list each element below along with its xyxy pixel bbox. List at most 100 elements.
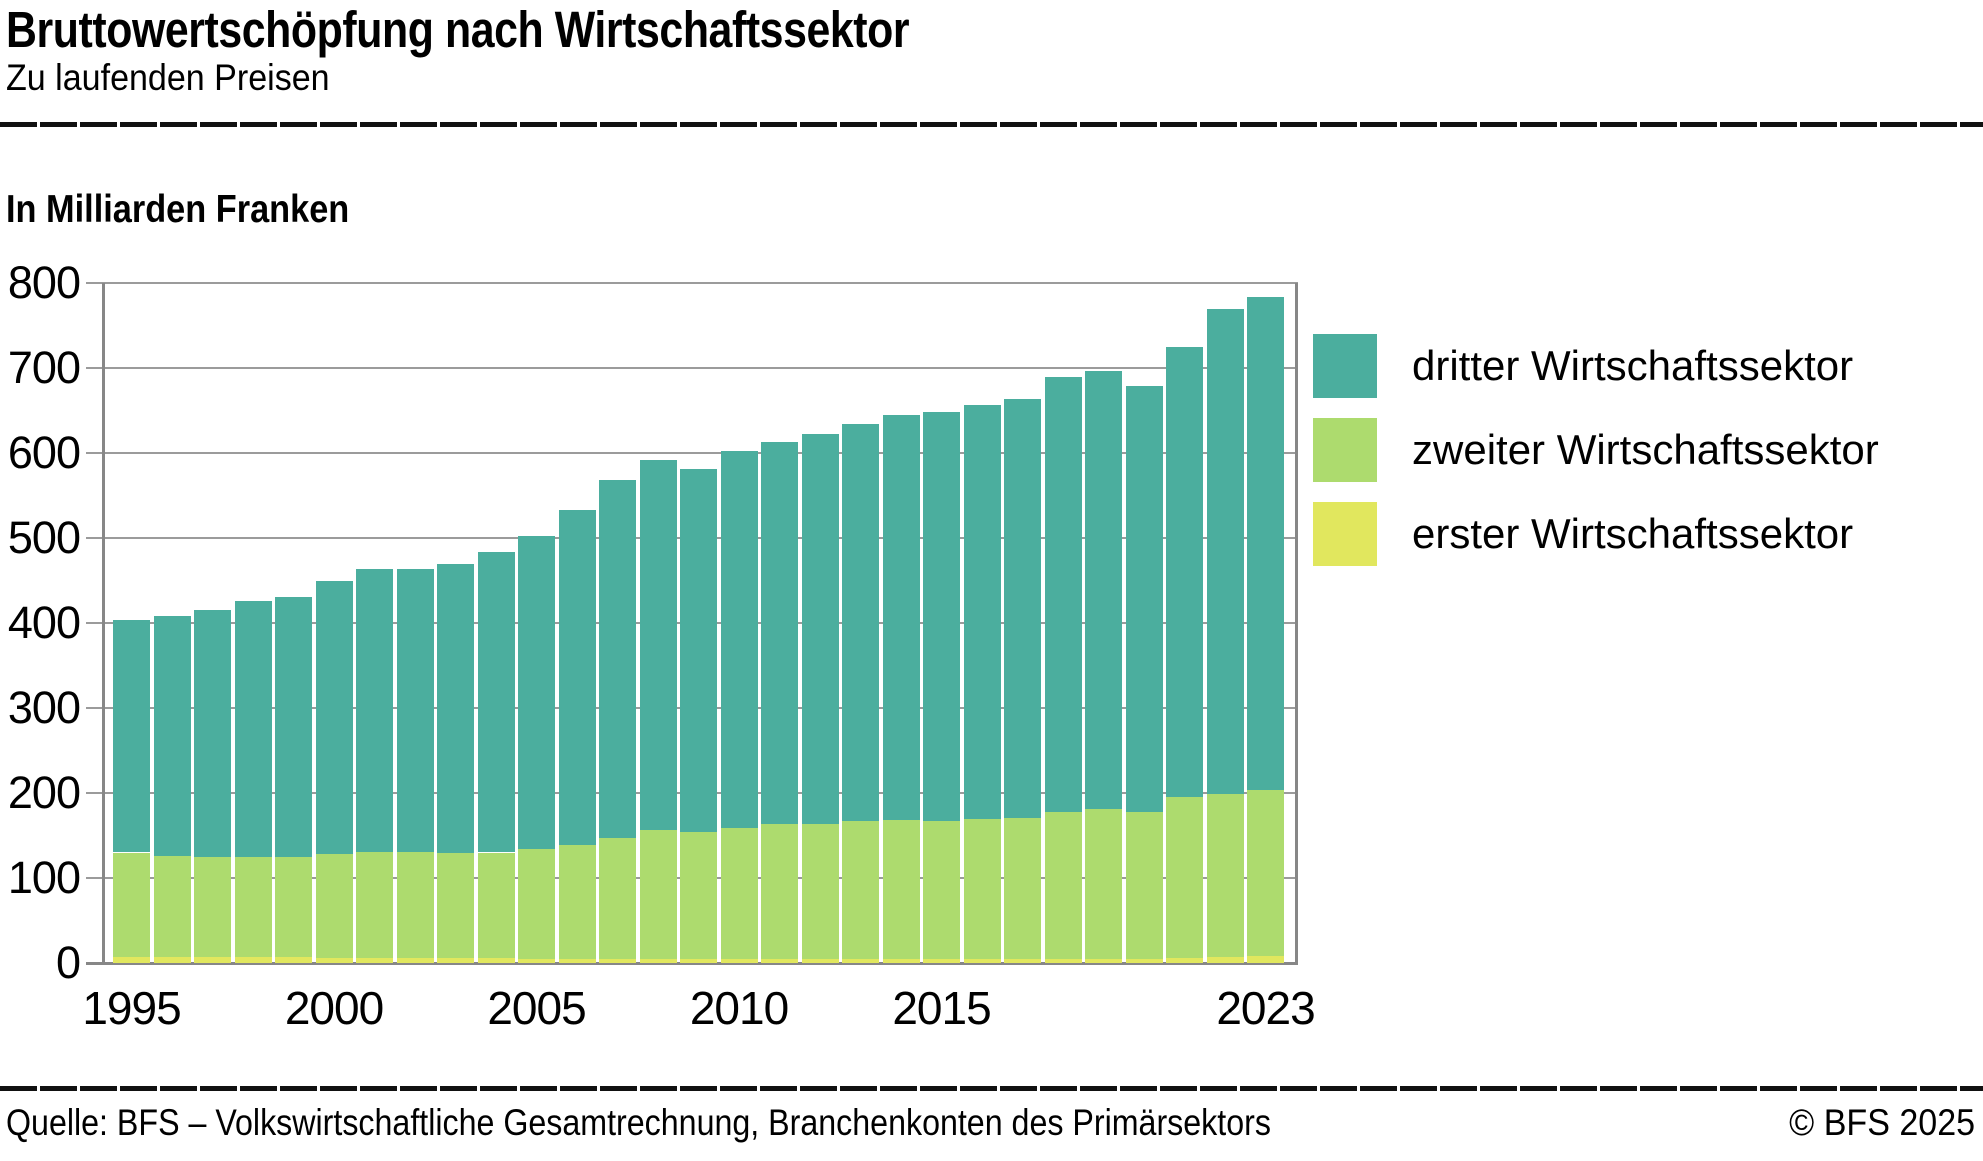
- bar-segment-2020-dritter: [1125, 385, 1163, 812]
- bar-segment-1996-dritter: [153, 616, 191, 856]
- bar-segment-2003-dritter: [437, 563, 474, 853]
- bar-segment-2005-dritter: [518, 536, 555, 850]
- bar-segment-2018-zweiter: [1044, 811, 1082, 959]
- bar-segment-2021-erster: [1166, 957, 1203, 963]
- bar-segment-1997-dritter: [194, 610, 231, 857]
- bar-segment-1998-zweiter: [234, 856, 272, 958]
- y-axis-title: In Milliarden Franken: [6, 188, 350, 231]
- y-tick-label-600: 600: [7, 427, 81, 478]
- bar-segment-1999-dritter: [275, 596, 312, 857]
- bar-segment-2023-dritter: [1247, 296, 1284, 791]
- bar-segment-2014-erster: [882, 958, 920, 963]
- x-tick-label-2005: 2005: [487, 982, 586, 1034]
- bar-segment-2018-erster: [1044, 958, 1082, 963]
- x-tick-label-2015: 2015: [892, 982, 991, 1034]
- legend-swatch-icon: [1313, 502, 1377, 566]
- x-tick-label-2000: 2000: [284, 982, 384, 1034]
- y-tick-label-300: 300: [7, 682, 81, 733]
- bar-segment-2012-zweiter: [801, 824, 839, 959]
- y-axis-line: [102, 283, 105, 963]
- bottom-divider: [0, 1086, 1983, 1091]
- bar-segment-2018-dritter: [1044, 377, 1082, 812]
- bar-segment-1997-zweiter: [194, 856, 231, 958]
- bar-segment-2008-erster: [639, 958, 677, 963]
- bar-segment-2001-zweiter: [356, 851, 393, 958]
- bar-segment-2008-zweiter: [639, 829, 677, 959]
- legend-label: dritter Wirtschaftssektor: [1412, 342, 1854, 389]
- bar-segment-1999-erster: [275, 957, 312, 963]
- top-divider: [0, 122, 1983, 127]
- bar-segment-2011-dritter: [761, 441, 798, 825]
- bar-segment-2020-zweiter: [1125, 811, 1163, 959]
- bar-segment-2000-dritter: [315, 580, 353, 855]
- x-tick-label-2010: 2010: [689, 982, 789, 1034]
- y-tick-label-200: 200: [7, 767, 81, 818]
- copyright-note: © BFS 2025: [1789, 1102, 1975, 1143]
- bar-segment-2001-dritter: [356, 569, 393, 852]
- bar-segment-2023-zweiter: [1247, 790, 1284, 957]
- bar-segment-1996-zweiter: [153, 855, 191, 958]
- legend-label: zweiter Wirtschaftssektor: [1412, 426, 1879, 473]
- bar-segment-2023-erster: [1247, 956, 1284, 963]
- bar-segment-2006-dritter: [558, 509, 596, 845]
- bar-segment-2022-dritter: [1206, 308, 1244, 794]
- bar-segment-2015-zweiter: [923, 821, 960, 959]
- y-tick-label-0: 0: [55, 937, 81, 988]
- bar-segment-2003-erster: [437, 957, 474, 963]
- plot-right-border: [1295, 283, 1298, 963]
- bar-segment-2002-erster: [396, 957, 434, 963]
- bar-segment-2010-erster: [720, 958, 758, 963]
- bar-segment-2013-zweiter: [842, 821, 879, 959]
- page-title: Bruttowertschöpfung nach Wirtschaftssekt…: [6, 1, 910, 58]
- bar-segment-2011-erster: [761, 958, 798, 963]
- source-note: Quelle: BFS – Volkswirtschaftliche Gesam…: [6, 1102, 1271, 1143]
- bar-segment-2016-zweiter: [963, 819, 1001, 959]
- bar-segment-2007-erster: [599, 958, 636, 963]
- bar-segment-2011-zweiter: [761, 824, 798, 959]
- y-tick-label-100: 100: [7, 852, 81, 903]
- bar-segment-2022-erster: [1206, 957, 1244, 963]
- bar-segment-1998-dritter: [234, 600, 272, 857]
- bar-segment-2019-erster: [1085, 958, 1122, 963]
- bar-segment-2004-zweiter: [477, 852, 515, 958]
- bar-segment-1995-erster: [113, 957, 150, 963]
- bar-segment-2010-dritter: [720, 451, 758, 828]
- bar-segment-2017-zweiter: [1004, 817, 1041, 959]
- bar-segment-1998-erster: [234, 957, 272, 963]
- bar-segment-2016-dritter: [963, 404, 1001, 820]
- bar-segment-2006-erster: [558, 958, 596, 963]
- bar-segment-2004-erster: [477, 957, 515, 963]
- bar-segment-2013-erster: [842, 958, 879, 963]
- bar-segment-2012-erster: [801, 958, 839, 963]
- legend-swatch-icon: [1313, 334, 1377, 398]
- bar-segment-2021-zweiter: [1166, 797, 1203, 958]
- x-tick-label-1995: 1995: [82, 982, 181, 1034]
- bar-segment-2000-zweiter: [315, 854, 353, 958]
- bar-segment-2002-dritter: [396, 568, 434, 852]
- bar-segment-2012-dritter: [801, 434, 839, 825]
- bar-segment-2013-dritter: [842, 424, 879, 822]
- legend-swatch-icon: [1313, 418, 1377, 482]
- bar-segment-2019-dritter: [1085, 370, 1122, 810]
- bar-segment-2014-dritter: [882, 414, 920, 821]
- legend: dritter Wirtschaftssektor zweiter Wirtsch…: [1313, 334, 1973, 566]
- bar-segment-1997-erster: [194, 957, 231, 963]
- bar-segment-2010-zweiter: [720, 827, 758, 959]
- gridline-700: [86, 367, 1298, 369]
- bar-segment-2007-dritter: [599, 480, 636, 839]
- y-tick-label-400: 400: [7, 597, 81, 648]
- bar-segment-2015-dritter: [923, 412, 960, 822]
- page-subtitle: Zu laufenden Preisen: [6, 57, 330, 98]
- bar-segment-2014-zweiter: [882, 820, 920, 959]
- bar-segment-1999-zweiter: [275, 856, 312, 958]
- bar-segment-2005-zweiter: [518, 849, 555, 959]
- bar-segment-2017-dritter: [1004, 398, 1041, 818]
- bar-segment-2015-erster: [923, 958, 960, 963]
- bar-segment-2009-erster: [680, 958, 717, 963]
- gridline-800: [86, 282, 1298, 284]
- bar-segment-2005-erster: [518, 958, 555, 963]
- bar-segment-1995-zweiter: [113, 852, 150, 958]
- bar-segment-2004-dritter: [477, 551, 515, 853]
